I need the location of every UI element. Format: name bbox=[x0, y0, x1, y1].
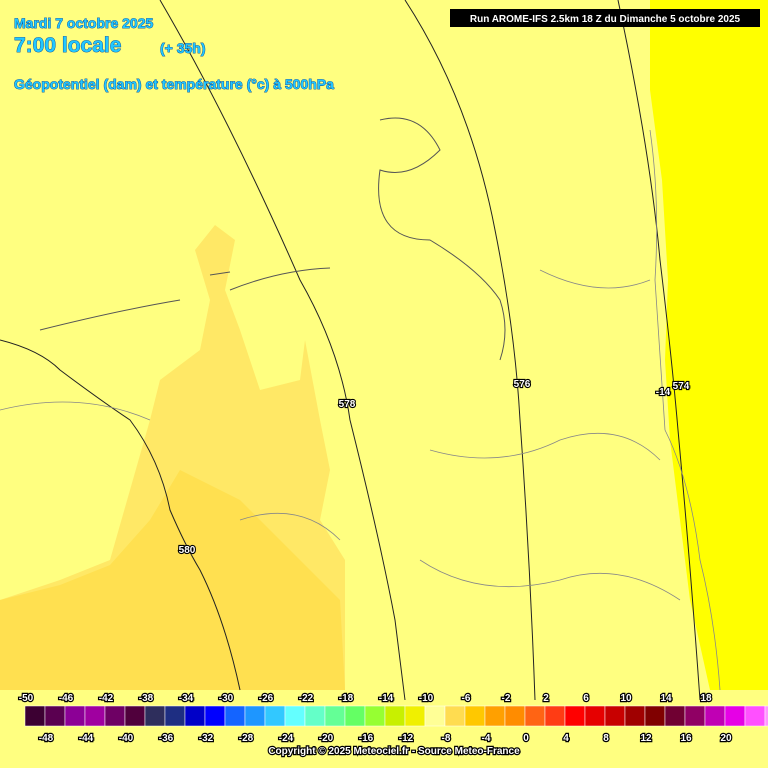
run-box bbox=[450, 9, 760, 27]
colorbar-label: -50 bbox=[19, 693, 34, 704]
color-swatch bbox=[504, 705, 526, 727]
copyright: Copyright © 2025 Meteociel.fr - Source M… bbox=[268, 746, 520, 757]
lead: (+ 35h) bbox=[160, 40, 206, 56]
color-swatch bbox=[544, 705, 566, 727]
colorbar-label: 12 bbox=[640, 733, 652, 744]
colorbar-label: 2 bbox=[543, 693, 549, 704]
isohypse bbox=[159, 0, 406, 701]
color-swatch bbox=[384, 705, 406, 727]
colorbar-label: -8 bbox=[442, 733, 451, 744]
color-swatch bbox=[304, 705, 326, 727]
field: Géopotentiel (dam) et température (°c) à… bbox=[14, 76, 334, 92]
color-swatch bbox=[684, 705, 706, 727]
colorbar-label: -42 bbox=[99, 693, 114, 704]
colorbar-label: -44 bbox=[79, 733, 94, 744]
color-swatch bbox=[244, 705, 266, 727]
color-swatch bbox=[124, 705, 146, 727]
contour-label: 580 bbox=[179, 545, 196, 556]
colorbar-label: -20 bbox=[319, 733, 334, 744]
color-swatch bbox=[44, 705, 66, 727]
colorbar-label: 0 bbox=[523, 733, 529, 744]
color-swatch bbox=[324, 705, 346, 727]
color-swatch bbox=[84, 705, 106, 727]
colorbar-label: 10 bbox=[620, 693, 632, 704]
colorbar-label: -34 bbox=[179, 693, 194, 704]
time: 7:00 locale bbox=[14, 34, 121, 57]
color-swatch bbox=[24, 705, 46, 727]
header: Mardi 7 octobre 2025 7:00 locale (+ 35h)… bbox=[14, 15, 335, 93]
isohypse bbox=[404, 0, 536, 701]
colorbar-label: 14 bbox=[660, 693, 672, 704]
color-swatch bbox=[584, 705, 606, 727]
color-swatch bbox=[284, 705, 306, 727]
colorbar-label: -6 bbox=[462, 693, 471, 704]
contour-label: 576 bbox=[514, 379, 531, 390]
run-info: Run AROME-IFS 2.5km 18 Z du Dimanche 5 o… bbox=[470, 14, 741, 25]
isohypse bbox=[0, 339, 241, 691]
colorbar-label: -22 bbox=[299, 693, 314, 704]
colorbar-label: 20 bbox=[720, 733, 732, 744]
colorbar-label: -2 bbox=[502, 693, 511, 704]
warm-region bbox=[0, 470, 345, 690]
color-swatch bbox=[444, 705, 466, 727]
color-swatch bbox=[724, 705, 746, 727]
colorbar-label: 16 bbox=[680, 733, 692, 744]
colorbar-label: -12 bbox=[399, 733, 414, 744]
color-swatch bbox=[464, 705, 486, 727]
cold-region bbox=[650, 0, 768, 690]
colorbar-label: -32 bbox=[199, 733, 214, 744]
contour-label: -14 bbox=[656, 387, 671, 398]
color-swatch bbox=[264, 705, 286, 727]
colorbar-label: -30 bbox=[219, 693, 234, 704]
color-swatch bbox=[164, 705, 186, 727]
colorbar-label: -18 bbox=[339, 693, 354, 704]
color-swatch bbox=[604, 705, 626, 727]
color-swatch bbox=[524, 705, 546, 727]
color-swatch bbox=[624, 705, 646, 727]
color-swatch bbox=[224, 705, 246, 727]
border bbox=[0, 129, 721, 691]
color-swatch bbox=[564, 705, 586, 727]
colorbar-label: 6 bbox=[583, 693, 589, 704]
color-swatch bbox=[424, 705, 446, 727]
color-swatch bbox=[64, 705, 86, 727]
color-swatch bbox=[664, 705, 686, 727]
color-swatch bbox=[184, 705, 206, 727]
contour-label: 574 bbox=[673, 381, 690, 392]
color-swatch bbox=[344, 705, 366, 727]
color-swatch bbox=[484, 705, 506, 727]
color-swatch bbox=[144, 705, 166, 727]
color-swatch bbox=[644, 705, 666, 727]
color-swatch bbox=[404, 705, 426, 727]
colorbar-label: -14 bbox=[379, 693, 394, 704]
color-swatch bbox=[764, 705, 768, 727]
isohypse bbox=[617, 0, 701, 701]
color-swatch bbox=[104, 705, 126, 727]
colorbar-label: -24 bbox=[279, 733, 294, 744]
colorbar-label: -16 bbox=[359, 733, 374, 744]
color-swatch bbox=[704, 705, 726, 727]
colorbar-label: 18 bbox=[700, 693, 712, 704]
color-swatch bbox=[744, 705, 766, 727]
colorbar-label: 8 bbox=[603, 733, 609, 744]
date: Mardi 7 octobre 2025 bbox=[14, 15, 153, 31]
contour-label: 578 bbox=[339, 399, 356, 410]
colorbar-label: -48 bbox=[39, 733, 54, 744]
color-swatch bbox=[204, 705, 226, 727]
colorbar-label: -10 bbox=[419, 693, 434, 704]
colorbar: -50-48-46-44-42-40-38-36-34-32-30-28-26-… bbox=[18, 692, 768, 745]
colorbar-label: -46 bbox=[59, 693, 74, 704]
colorbar-label: -38 bbox=[139, 693, 154, 704]
color-swatch bbox=[364, 705, 386, 727]
colorbar-label: -36 bbox=[159, 733, 174, 744]
colorbar-label: -26 bbox=[259, 693, 274, 704]
colorbar-label: -40 bbox=[119, 733, 134, 744]
coastline bbox=[39, 117, 506, 361]
colorbar-label: 4 bbox=[563, 733, 569, 744]
colorbar-label: -28 bbox=[239, 733, 254, 744]
colorbar-label: -4 bbox=[482, 733, 491, 744]
